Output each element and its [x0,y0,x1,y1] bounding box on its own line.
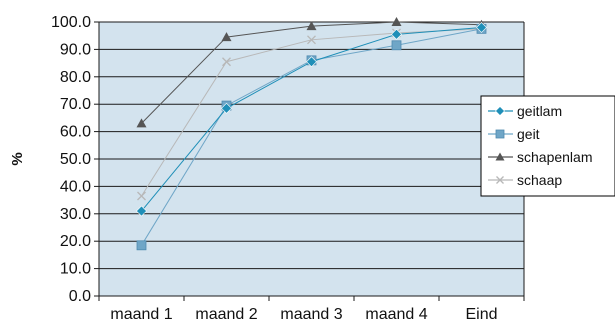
y-tick-label: 30.0 [60,206,91,223]
legend-label: geit [517,126,540,142]
data-point-schapenlam [306,21,317,31]
data-point-geit [391,40,402,51]
x-tick-label: maand 3 [280,306,342,323]
legend-marker [495,129,505,139]
y-tick-label: 60.0 [60,124,91,141]
legend: geitlam geit schapenlam schaap [480,95,615,197]
y-tick-label: 90.0 [60,41,91,58]
y-tick-label: 0.0 [69,288,91,305]
legend-box [480,95,615,197]
x-tick-label: Eind [465,306,497,323]
marker-stroke [307,35,316,45]
data-point-geitlam [391,28,402,40]
marker-stroke [222,57,231,67]
data-point-schapenlam [221,32,232,42]
y-tick-label: 70.0 [60,96,91,113]
x-tick-label: maand 2 [195,306,257,323]
y-tick-label: 10.0 [60,261,91,278]
series-lines [136,17,487,251]
data-point-geitlam [476,22,487,33]
y-tick-label: 20.0 [60,233,91,250]
legend-marker [495,152,505,161]
legend-item-geitlam: geitlam [488,103,562,119]
data-point-schaap [137,191,146,201]
data-point-geitlam [221,102,232,114]
x-tick-label: maand 1 [110,306,172,323]
x-tick-label: maand 4 [365,306,427,323]
y-tick-label: 80.0 [60,69,91,86]
y-axis-label: % [9,152,26,165]
legend-item-geit: geit [488,126,540,142]
data-point-schaap [307,35,316,45]
marker-stroke [137,191,146,201]
legend-label: schapenlam [517,149,593,165]
legend-marker [496,176,504,184]
data-point-geit [136,240,147,251]
legend-item-schapenlam: schapenlam [488,149,593,165]
legend-marker [495,106,505,116]
data-point-geitlam [136,205,147,217]
series-schapenlam [136,17,487,128]
legend-item-schaap: schaap [488,172,562,188]
data-point-schapenlam [391,17,402,26]
data-point-schapenlam [136,118,147,128]
series-geitlam [136,22,487,217]
marker-stroke [496,176,504,184]
data-point-schaap [222,57,231,67]
legend-label: schaap [517,172,562,188]
y-tick-label: 40.0 [60,178,91,195]
data-point-geitlam [306,56,317,68]
y-tick-label: 50.0 [60,151,91,168]
legend-label: geitlam [517,103,562,119]
y-tick-label: 100.0 [51,14,91,31]
